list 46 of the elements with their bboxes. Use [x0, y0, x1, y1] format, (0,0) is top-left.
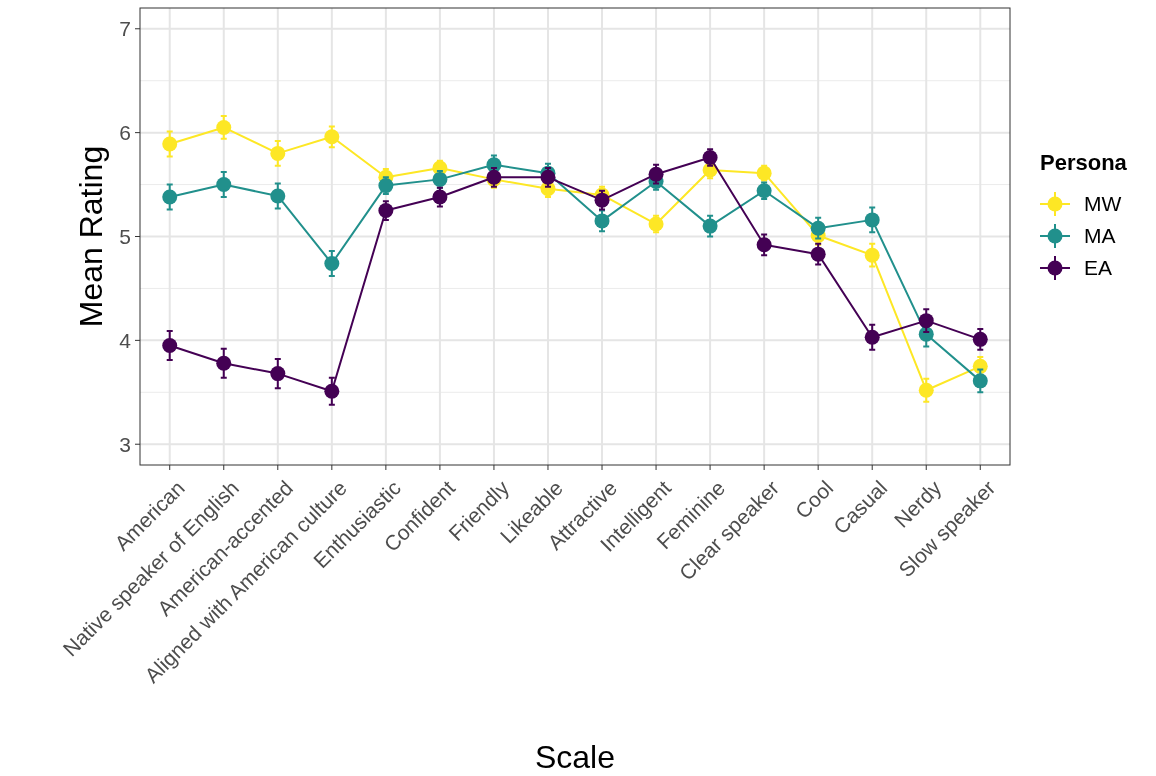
point — [702, 218, 718, 234]
point — [378, 178, 394, 194]
point — [270, 366, 286, 382]
point — [864, 212, 880, 228]
y-tick-label: 5 — [119, 224, 131, 248]
point — [972, 331, 988, 347]
point — [432, 189, 448, 205]
y-axis-title: Mean Rating — [73, 145, 109, 328]
point — [810, 246, 826, 262]
point — [216, 119, 232, 135]
point — [648, 216, 664, 232]
point — [270, 188, 286, 204]
point — [594, 192, 610, 208]
y-tick-label: 4 — [119, 328, 132, 352]
point — [756, 183, 772, 199]
y-tick-label: 3 — [119, 432, 131, 456]
point — [918, 382, 934, 398]
point — [594, 213, 610, 229]
point — [216, 355, 232, 371]
point — [540, 169, 556, 185]
point — [324, 256, 340, 272]
legend-label: MA — [1084, 224, 1116, 248]
point — [756, 237, 772, 253]
point — [972, 373, 988, 389]
point — [378, 203, 394, 219]
point — [810, 220, 826, 236]
point — [756, 165, 772, 181]
point — [324, 129, 340, 145]
point — [216, 177, 232, 193]
point — [918, 313, 934, 329]
x-axis-title: Scale — [534, 739, 616, 775]
point — [702, 150, 718, 166]
y-tick-label: 6 — [119, 120, 131, 144]
point — [270, 145, 286, 161]
point — [648, 166, 664, 182]
point — [162, 136, 178, 152]
legend-label: EA — [1084, 256, 1113, 280]
point — [162, 189, 178, 205]
point — [864, 329, 880, 345]
legend-title: Persona — [1040, 150, 1128, 175]
point — [432, 171, 448, 187]
legend-label: MW — [1084, 192, 1122, 216]
point — [324, 383, 340, 399]
y-tick-label: 7 — [119, 17, 131, 41]
point — [162, 338, 178, 354]
point — [864, 247, 880, 263]
